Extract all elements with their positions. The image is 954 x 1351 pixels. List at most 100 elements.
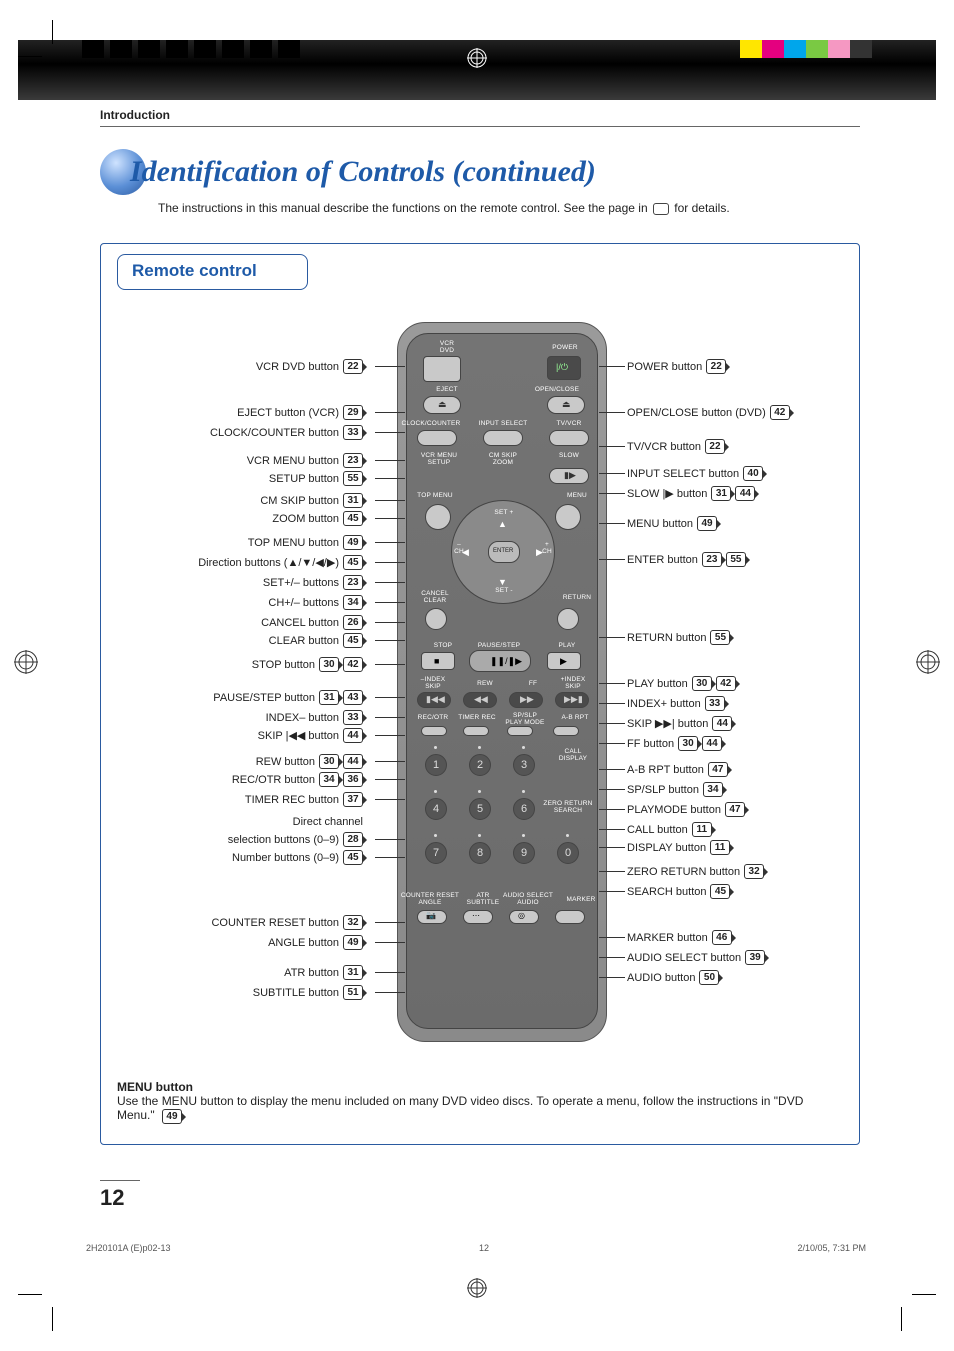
page-ref: 45 bbox=[343, 633, 363, 648]
callout-label: RETURN button bbox=[627, 632, 706, 644]
label-ch-minus: –CH bbox=[444, 541, 474, 555]
slow-button[interactable]: ▮▶ bbox=[549, 468, 589, 484]
power-button[interactable]: |/⏻ bbox=[547, 356, 581, 380]
angle-button[interactable]: 📷 bbox=[417, 910, 447, 924]
label-audio-select-audio: AUDIO SELECTAUDIO bbox=[497, 892, 559, 906]
menu-note-body: Use the MENU button to display the menu … bbox=[117, 1094, 803, 1122]
number-5-button[interactable]: 5 bbox=[469, 798, 491, 820]
page-ref: 31 bbox=[711, 486, 731, 501]
callout-left: CANCEL button26 bbox=[261, 615, 363, 630]
number-2-button[interactable]: 2 bbox=[469, 754, 491, 776]
play-button[interactable]: ▶ bbox=[547, 652, 581, 670]
tv-vcr-button[interactable] bbox=[549, 430, 589, 446]
number-8-button[interactable]: 8 bbox=[469, 842, 491, 864]
number-9-button[interactable]: 9 bbox=[513, 842, 535, 864]
ab-rpt-button[interactable] bbox=[553, 726, 579, 736]
crop-mark bbox=[18, 56, 42, 57]
page-ref: 37 bbox=[343, 792, 363, 807]
label-menu: MENU bbox=[547, 492, 607, 499]
label-index-minus: –INDEXSKIP bbox=[403, 676, 463, 690]
rew-button[interactable]: ◀◀ bbox=[463, 692, 497, 708]
subtitle-post: for details. bbox=[671, 201, 730, 215]
remote-outline: VCRDVD POWER |/⏻ EJECT ⏏ OPEN/CLOSE ⏏ CL… bbox=[397, 322, 607, 1042]
callout-right: DISPLAY button 11 bbox=[627, 840, 730, 855]
callout-label: SUBTITLE button bbox=[253, 987, 339, 999]
number-7-button[interactable]: 7 bbox=[425, 842, 447, 864]
label-tv-vcr: TV/VCR bbox=[539, 420, 599, 427]
callout-right: AUDIO SELECT button 39 bbox=[627, 950, 765, 965]
callout-label: TIMER REC button bbox=[245, 794, 339, 806]
down-arrow-icon[interactable]: ▼ bbox=[498, 577, 507, 587]
page-ref: 44 bbox=[343, 728, 363, 743]
label-ch-plus: +CH bbox=[532, 541, 562, 555]
vcr-dvd-button[interactable] bbox=[423, 356, 461, 382]
callout-label: TOP MENU button bbox=[248, 537, 339, 549]
section-header: Introduction bbox=[100, 108, 860, 127]
remote-diagram: VCRDVD POWER |/⏻ EJECT ⏏ OPEN/CLOSE ⏏ CL… bbox=[117, 302, 843, 1072]
number-4-button[interactable]: 4 bbox=[425, 798, 447, 820]
menu-button[interactable] bbox=[555, 504, 581, 530]
page-ref: 42 bbox=[770, 405, 790, 420]
page-ref: 42 bbox=[343, 657, 363, 672]
pause-step-button[interactable]: ❚❚/❚▶ bbox=[469, 650, 531, 672]
callout-label: ENTER button bbox=[627, 554, 698, 566]
page-ref: 45 bbox=[343, 555, 363, 570]
label-top-menu: TOP MENU bbox=[405, 492, 465, 499]
callout-label: TV/VCR button bbox=[627, 441, 701, 453]
number-0-button[interactable]: 0 bbox=[557, 842, 579, 864]
callout-label: SKIP |◀◀ button bbox=[258, 729, 339, 742]
callout-label: INDEX+ button bbox=[627, 698, 701, 710]
callout-left: selection buttons (0–9)28 bbox=[228, 832, 363, 847]
page-ref: 43 bbox=[343, 690, 363, 705]
top-menu-button[interactable] bbox=[425, 504, 451, 530]
audio-button[interactable]: ◎ bbox=[509, 910, 539, 924]
callout-label: POWER button bbox=[627, 361, 702, 373]
callout-label: INDEX– button bbox=[266, 712, 339, 724]
stop-button[interactable]: ■ bbox=[421, 652, 455, 670]
subtitle-button[interactable]: ⋯ bbox=[463, 910, 493, 924]
page-ref: 44 bbox=[712, 716, 732, 731]
registration-mark-bottom-icon bbox=[467, 1278, 487, 1303]
up-arrow-icon[interactable]: ▲ bbox=[498, 519, 507, 529]
skip-back-button[interactable]: ▮◀◀ bbox=[417, 692, 451, 708]
callout-label: ATR button bbox=[284, 967, 339, 979]
label-return: RETURN bbox=[547, 594, 607, 601]
page-ref: 31 bbox=[343, 493, 363, 508]
skip-fwd-button[interactable]: ▶▶▮ bbox=[555, 692, 589, 708]
page-ref: 32 bbox=[744, 864, 764, 879]
marker-button[interactable] bbox=[555, 910, 585, 924]
timer-rec-button[interactable] bbox=[463, 726, 489, 736]
callout-label: ANGLE button bbox=[268, 937, 339, 949]
label-ab-rpt: A-B RPT bbox=[545, 714, 605, 721]
enter-button[interactable]: ENTER bbox=[488, 541, 520, 563]
rec-otr-button[interactable] bbox=[421, 726, 447, 736]
callout-label: SP/SLP button bbox=[627, 784, 699, 796]
return-button[interactable] bbox=[557, 608, 579, 630]
callout-label: MARKER button bbox=[627, 932, 708, 944]
callout-right: ENTER button 2355 bbox=[627, 552, 746, 567]
callout-label: VCR MENU button bbox=[247, 455, 339, 467]
callout-label: ZERO RETURN button bbox=[627, 866, 740, 878]
ff-button[interactable]: ▶▶ bbox=[509, 692, 543, 708]
cancel-button[interactable] bbox=[425, 608, 447, 630]
callout-left: COUNTER RESET button32 bbox=[211, 915, 363, 930]
number-1-button[interactable]: 1 bbox=[425, 754, 447, 776]
page-ref: 49 bbox=[343, 935, 363, 950]
callout-label: AUDIO button bbox=[627, 972, 695, 984]
callout-right: CALL button 11 bbox=[627, 822, 712, 837]
callout-label: VCR DVD button bbox=[256, 361, 339, 373]
input-select-button[interactable] bbox=[483, 430, 523, 446]
crop-mark bbox=[901, 1307, 902, 1331]
sp-slp-button[interactable] bbox=[507, 726, 533, 736]
page-ref: 40 bbox=[743, 466, 763, 481]
callout-left: Number buttons (0–9)45 bbox=[232, 850, 363, 865]
callout-label: SLOW |▶ button bbox=[627, 487, 707, 500]
eject-button[interactable]: ⏏ bbox=[423, 396, 461, 414]
open-close-button[interactable]: ⏏ bbox=[547, 396, 585, 414]
number-6-button[interactable]: 6 bbox=[513, 798, 535, 820]
label-call-display: CALLDISPLAY bbox=[543, 748, 603, 762]
clock-counter-button[interactable] bbox=[417, 430, 457, 446]
callout-left: REW button3044 bbox=[256, 754, 363, 769]
callout-right: MENU button 49 bbox=[627, 516, 717, 531]
number-3-button[interactable]: 3 bbox=[513, 754, 535, 776]
